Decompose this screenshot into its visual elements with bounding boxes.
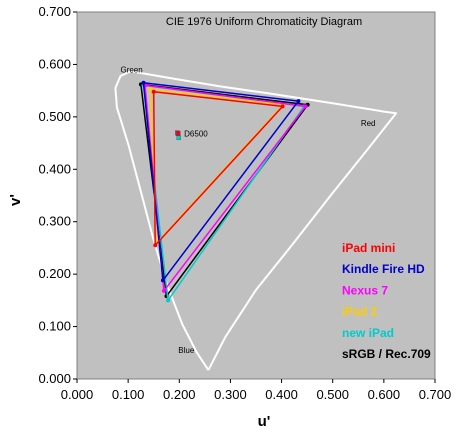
x-axis-ticks: 0.000 0.100 0.200 0.300 0.400 0.500 0.600 0.700 [61,379,452,402]
x-tick-label: 0.600 [368,387,401,402]
region-label-green: Green [120,65,142,74]
legend-item-nexus-7: Nexus 7 [342,283,388,297]
legend-item-srgb-rec-709: sRGB / Rec.709 [342,347,431,361]
legend-item-ipad-mini: iPad mini [342,241,395,255]
primary-point-ipad-mini [151,89,156,94]
y-tick-label: 0.300 [38,214,71,229]
legend: iPad mini Kindle Fire HD Nexus 7 iPad 2 new … [342,241,431,361]
y-tick-label: 0.000 [38,371,71,386]
y-tick-label: 0.500 [38,109,71,124]
legend-item-new-ipad: new iPad [342,326,394,340]
x-tick-label: 0.200 [163,387,196,402]
x-tick-label: 0.000 [61,387,94,402]
x-tick-label: 0.400 [265,387,298,402]
white-point-new-ipad [176,135,181,141]
y-tick-label: 0.100 [38,319,71,334]
x-tick-label: 0.500 [316,387,349,402]
primary-point-new-ipad [166,298,171,303]
region-label-blue: Blue [178,346,195,355]
legend-item-ipad-2: iPad 2 [342,305,378,319]
primary-point-ipad-mini [153,243,158,248]
legend-item-kindle-fire-hd: Kindle Fire HD [342,262,425,276]
chart-title: CIE 1976 Uniform Chromaticity Diagram [166,16,362,28]
primary-point-kindle-fire-hd [141,80,146,85]
x-tick-label: 0.100 [112,387,145,402]
primary-point-kindle-fire-hd [160,278,165,283]
primary-point-nexus-7 [161,288,166,293]
y-axis-ticks: 0.000 0.100 0.200 0.300 0.400 0.500 0.600 0.700 [38,4,77,386]
white-point-ipad-mini [176,130,181,136]
gamut-series-layer [138,80,310,303]
primary-point-nexus-7 [303,104,308,109]
gamut-triangle-kindle-fire-hd [142,82,300,282]
gamut-triangle-ipad-mini [152,90,284,247]
x-tick-label: 0.700 [419,387,452,402]
x-axis-label: u' [258,413,271,430]
y-axis-label: v' [7,194,24,206]
white-point-label: D6500 [184,129,208,138]
y-tick-label: 0.200 [38,266,71,281]
primary-point-ipad-2 [148,87,153,92]
primary-point-kindle-fire-hd [296,99,301,104]
x-tick-label: 0.300 [214,387,247,402]
region-label-layer: Green Red Blue D6500 [120,65,375,354]
primary-point-ipad-mini [280,104,285,109]
y-tick-label: 0.400 [38,161,71,176]
y-tick-label: 0.700 [38,4,71,19]
region-label-red: Red [361,119,376,128]
y-tick-label: 0.600 [38,56,71,71]
